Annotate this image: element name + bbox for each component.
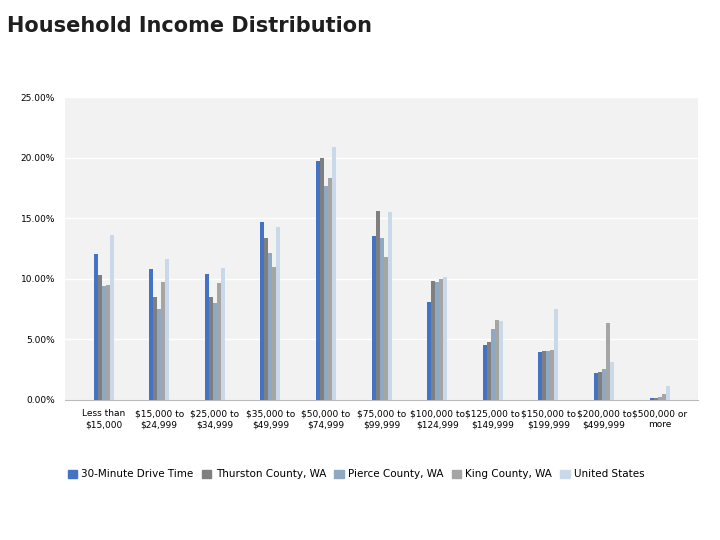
Bar — [499, 321, 503, 400]
Bar — [276, 227, 280, 400]
Bar — [594, 373, 598, 400]
Bar — [153, 297, 157, 400]
Bar — [546, 351, 550, 400]
Bar — [495, 320, 499, 400]
Bar — [269, 253, 272, 400]
Legend: 30-Minute Drive Time, Thurston County, WA, Pierce County, WA, King County, WA, U: 30-Minute Drive Time, Thurston County, W… — [64, 465, 649, 484]
Bar — [324, 186, 328, 400]
Bar — [483, 345, 487, 400]
Bar — [542, 351, 546, 400]
Bar — [98, 275, 102, 400]
Bar — [554, 309, 559, 400]
Bar — [149, 269, 153, 400]
Bar — [649, 399, 654, 400]
Bar — [491, 329, 495, 400]
Bar — [431, 281, 435, 400]
Text: Household Income Distribution: Household Income Distribution — [7, 16, 372, 36]
Bar — [332, 147, 336, 400]
Bar — [444, 278, 447, 400]
Bar — [602, 369, 606, 400]
Bar — [272, 267, 276, 400]
Bar — [379, 238, 384, 400]
Bar — [217, 284, 221, 400]
Bar — [387, 212, 392, 400]
Bar — [427, 302, 431, 400]
Bar — [94, 254, 98, 400]
Bar — [606, 323, 610, 400]
Bar — [161, 282, 165, 400]
Bar — [372, 237, 376, 400]
Bar — [102, 286, 106, 400]
Bar — [384, 257, 387, 400]
Bar — [204, 274, 209, 400]
Bar — [109, 235, 114, 400]
Bar — [213, 303, 217, 400]
Bar — [264, 238, 269, 400]
Bar — [376, 211, 379, 400]
Bar — [598, 372, 602, 400]
Bar — [320, 158, 324, 400]
Bar — [665, 386, 670, 400]
Bar — [654, 399, 657, 400]
Bar — [316, 161, 320, 400]
Bar — [657, 397, 662, 400]
Bar — [435, 282, 439, 400]
Bar — [487, 341, 491, 400]
Bar — [662, 394, 665, 400]
Bar — [439, 279, 444, 400]
Bar — [550, 350, 554, 400]
Bar — [106, 285, 109, 400]
Bar — [165, 259, 169, 400]
Bar — [209, 297, 213, 400]
Bar — [610, 362, 614, 400]
Bar — [328, 178, 332, 400]
Bar — [157, 309, 161, 400]
Bar — [221, 268, 225, 400]
Bar — [539, 353, 542, 400]
Bar — [261, 222, 264, 400]
